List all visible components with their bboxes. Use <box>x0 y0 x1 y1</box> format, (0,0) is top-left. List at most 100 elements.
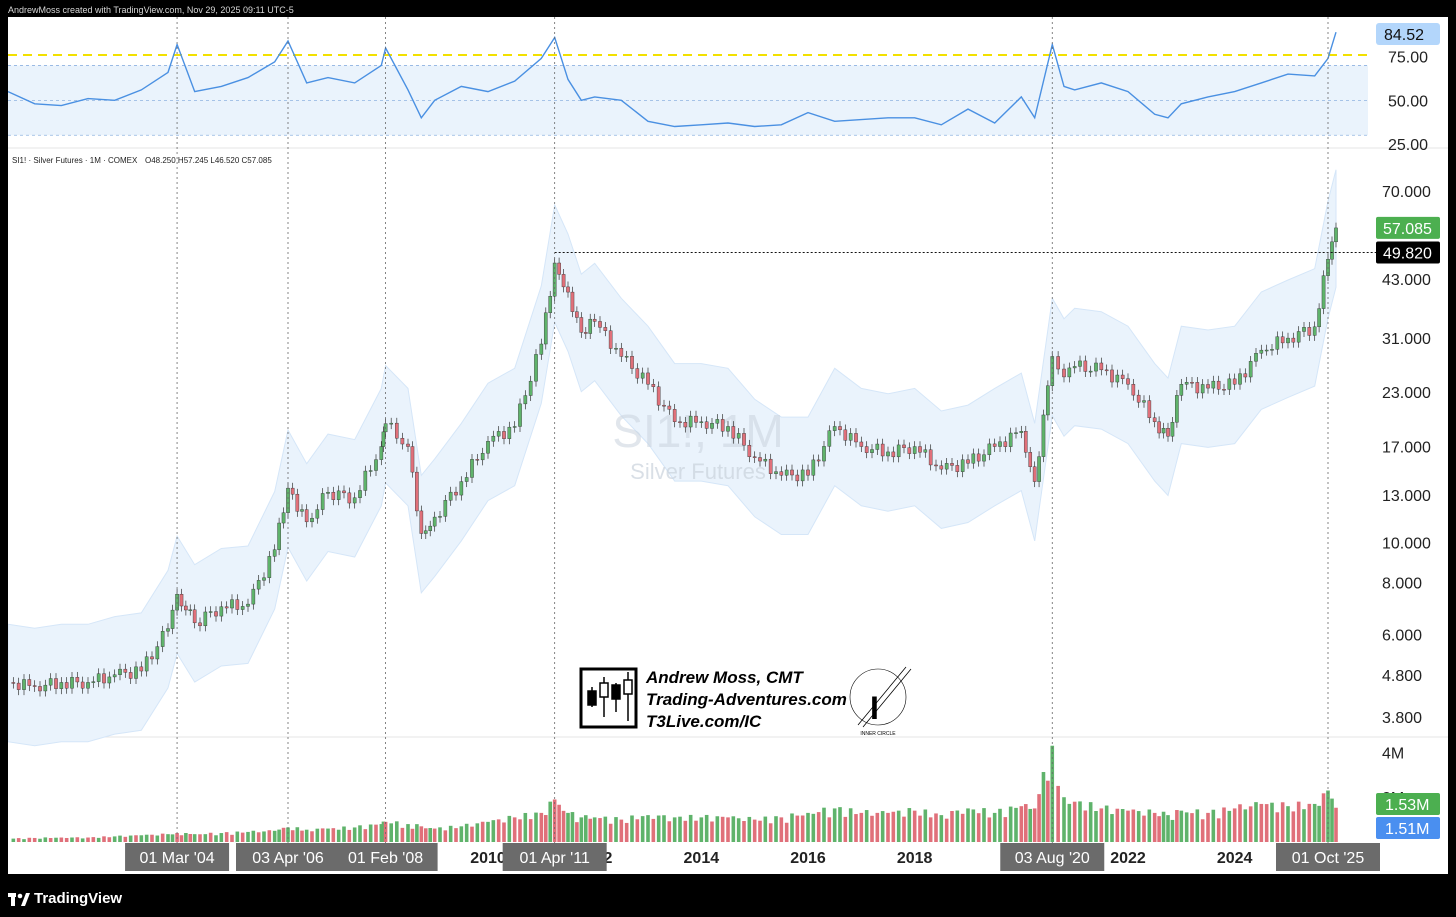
candle-body <box>208 611 213 613</box>
candle-body <box>214 611 218 617</box>
seal-text: INNER CIRCLE <box>860 731 896 737</box>
candle-body <box>1291 337 1296 343</box>
footer-brand: TradingView <box>34 890 123 907</box>
volume-bar <box>1195 809 1200 842</box>
volume-bar <box>843 816 848 842</box>
volume-bar <box>326 828 330 842</box>
volume-bar <box>300 830 304 842</box>
volume-bar <box>859 812 864 842</box>
candle-body <box>731 426 736 439</box>
volume-bar <box>912 810 917 842</box>
candle-body <box>48 678 53 686</box>
volume-bar <box>543 815 548 842</box>
last-price-label: 57.085 <box>1383 221 1432 238</box>
candle-body <box>1161 428 1166 434</box>
volume-bar <box>579 817 584 842</box>
candle-body <box>939 465 944 470</box>
volume-bar <box>790 813 794 842</box>
volume-bar <box>198 834 202 842</box>
volume-bar <box>22 839 26 842</box>
volume-bar <box>683 820 688 842</box>
volume-bar <box>598 818 602 842</box>
candle-body <box>448 491 453 501</box>
candle-body <box>1072 366 1077 369</box>
volume-bar <box>118 835 122 842</box>
candle-body <box>827 430 832 447</box>
volume-bar <box>523 812 528 842</box>
candle-body <box>43 684 48 692</box>
volume-bar <box>1248 806 1253 842</box>
volume-bar <box>286 827 290 842</box>
inner-circle-seal-icon <box>849 668 907 726</box>
volume-bar <box>179 835 184 842</box>
candle-body <box>982 454 986 462</box>
date-marker-label: 01 Mar '04 <box>140 850 215 867</box>
candle-body <box>235 599 240 610</box>
volume-bar <box>583 815 588 842</box>
volume-bar <box>918 815 922 842</box>
candle-body <box>496 431 501 437</box>
candle-body <box>342 490 346 494</box>
volume-bar <box>281 827 286 842</box>
volume-bar <box>1302 809 1306 842</box>
volume-bar <box>1056 785 1060 842</box>
candle-body <box>1280 336 1285 344</box>
tradingview-footer[interactable]: TradingView <box>8 890 122 907</box>
candle-body <box>896 444 901 458</box>
candle-body <box>1286 337 1290 344</box>
volume-bar <box>928 817 933 842</box>
volume-bar <box>170 834 175 842</box>
candle-body <box>1131 384 1136 396</box>
volume-bar <box>971 809 976 842</box>
volume-bar <box>123 836 128 842</box>
candle-body <box>976 453 981 462</box>
candle-body <box>752 456 757 458</box>
ref-level-badge <box>1376 241 1440 264</box>
candle-body <box>480 452 485 461</box>
candle-body <box>134 666 138 679</box>
candle-body <box>310 517 314 523</box>
candle-body <box>27 679 32 686</box>
volume-bar <box>1211 809 1216 842</box>
candle-body <box>464 477 469 482</box>
volume-bar <box>592 817 597 842</box>
candle-body <box>800 469 805 482</box>
volume-bar <box>363 829 368 842</box>
volume-bar <box>566 812 570 842</box>
volume-bar <box>11 838 16 842</box>
volume-bar <box>1014 807 1018 842</box>
volume-bar <box>448 825 453 842</box>
candle-body <box>54 678 58 689</box>
candle-body <box>1028 452 1033 467</box>
volume-bar <box>1104 805 1109 842</box>
volume-bar <box>987 817 992 842</box>
candle-body <box>507 426 512 439</box>
date-marker-badge <box>125 843 230 871</box>
volume-bar <box>256 832 261 842</box>
volume-bar <box>742 821 746 842</box>
candle-body <box>1302 327 1306 332</box>
volume-bar <box>1023 804 1028 842</box>
volume-bar <box>502 822 506 842</box>
candle-body <box>1238 373 1242 385</box>
volume-bar <box>939 815 944 842</box>
candle-body <box>155 646 160 660</box>
candle-body <box>838 426 842 431</box>
candle-body <box>1200 384 1205 394</box>
volume-bar <box>1008 806 1013 842</box>
chart-area[interactable]: 75.00 50.00 25.00 84.52 SI1!, 1M Silver Futur… <box>8 17 1448 874</box>
candle-body <box>1195 382 1200 394</box>
candle-body <box>256 580 261 590</box>
volume-bar <box>608 823 613 842</box>
volume-bar <box>419 826 424 842</box>
candle-body <box>886 451 890 457</box>
candle-body <box>415 471 419 512</box>
price-tick-label: 3.800 <box>1382 710 1422 727</box>
candle-body <box>635 368 640 379</box>
volume-bar <box>1330 798 1334 842</box>
volume-bar <box>166 834 170 842</box>
candle-body <box>198 622 202 627</box>
volume-bar <box>102 836 106 842</box>
volume-bar <box>155 835 160 842</box>
